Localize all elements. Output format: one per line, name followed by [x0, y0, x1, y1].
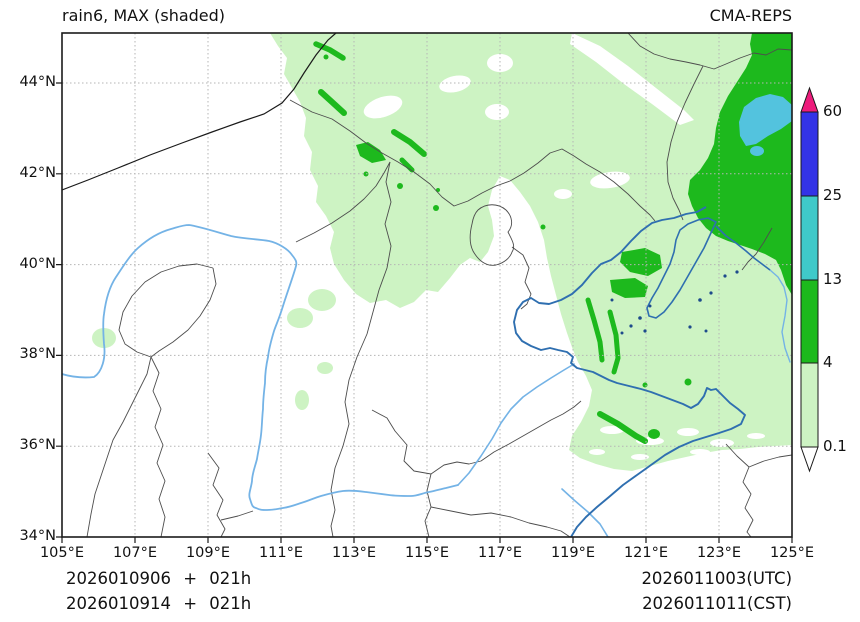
lon-label-109e: 109°E	[185, 545, 231, 561]
model-name: CMA-REPS	[709, 6, 792, 25]
valid-time-utc-line: 2026011003(UTC)	[641, 569, 792, 588]
lat-label-36n: 36°N	[19, 437, 56, 453]
yalu-coast	[715, 225, 771, 271]
lat-label-40n: 40°N	[19, 256, 56, 272]
lon-label-123e: 123°E	[696, 545, 742, 561]
precip-shading-heavy	[739, 94, 792, 156]
colorbar-label-60: 60	[823, 102, 843, 120]
graticule-grid	[62, 33, 792, 537]
yellow-river	[62, 224, 459, 511]
colorbar-over-arrow	[800, 86, 819, 113]
init-time-cst-line: 2026010914 + 021h	[66, 594, 252, 613]
map-frame	[56, 32, 793, 543]
coastline	[513, 206, 771, 537]
y-ticks	[56, 82, 62, 538]
islands	[610, 270, 739, 335]
lon-label-117e: 117°E	[477, 545, 523, 561]
colorbar-under-arrow	[800, 446, 819, 473]
lon-label-107e: 107°E	[112, 545, 158, 561]
colorbar-label-0p1: 0.1	[823, 437, 847, 455]
colorbar-label-13: 13	[823, 270, 843, 288]
colorbar	[800, 86, 819, 473]
rivers	[62, 224, 791, 537]
lat-label-42n: 42°N	[19, 165, 56, 181]
lon-label-125e: 125°E	[769, 545, 815, 561]
lon-label-121e: 121°E	[623, 545, 669, 561]
valid-time-cst-line: 2026011011(CST)	[642, 594, 792, 613]
province-borders	[86, 33, 792, 537]
x-ticks	[61, 537, 793, 543]
precip-streaks-moderate	[313, 41, 648, 444]
init-time-utc-line: 2026010906 + 021h	[66, 569, 252, 588]
river-southeast	[561, 488, 609, 537]
bohai-shandong-coast	[513, 206, 746, 537]
lon-label-111e: 111°E	[258, 545, 304, 561]
lon-label-113e: 113°E	[331, 545, 377, 561]
colorbar-label-4: 4	[823, 353, 833, 371]
map-layers	[62, 33, 792, 537]
national-border	[62, 33, 337, 191]
precip-shading-holes	[363, 33, 765, 460]
plot-title: rain6, MAX (shaded)	[62, 6, 226, 25]
river-northeast	[769, 269, 791, 363]
lon-label-105e: 105°E	[39, 545, 85, 561]
yellow-river-lower	[457, 363, 575, 486]
lat-label-44n: 44°N	[19, 74, 56, 90]
colorbar-label-25: 25	[823, 186, 843, 204]
lat-label-34n: 34°N	[19, 528, 56, 544]
lon-label-119e: 119°E	[550, 545, 596, 561]
lat-label-38n: 38°N	[19, 346, 56, 362]
liaodong-peninsula-coast	[646, 217, 717, 319]
lon-label-115e: 115°E	[404, 545, 450, 561]
